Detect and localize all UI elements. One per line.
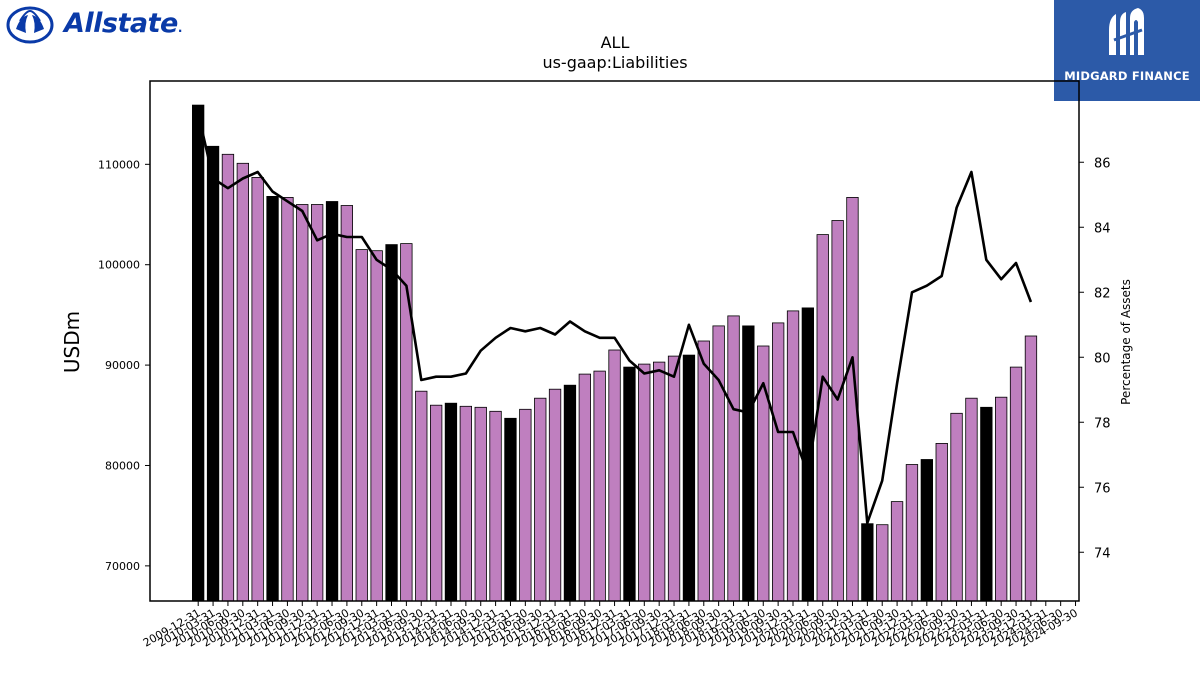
bar — [623, 366, 636, 602]
y-tick-label: 100000 — [98, 259, 140, 272]
bar — [772, 322, 785, 602]
bar — [310, 204, 324, 602]
bar — [548, 388, 562, 602]
bar — [980, 406, 993, 602]
allstate-hands-icon — [6, 6, 54, 44]
bar — [266, 195, 279, 602]
bar — [950, 412, 963, 602]
y-axis-label: USDm — [60, 311, 84, 373]
allstate-wordmark: Allstate. — [64, 8, 182, 39]
bar — [429, 404, 443, 602]
bar — [727, 315, 740, 602]
bar — [935, 442, 948, 602]
bar — [816, 234, 829, 602]
bar — [191, 104, 205, 602]
y-tick-label: 80000 — [105, 459, 140, 472]
bar — [786, 310, 800, 602]
y2-tick-label: 78 — [1094, 416, 1111, 431]
chart-subtitle: us-gaap:Liabilities — [542, 53, 687, 72]
y-tick-label: 70000 — [105, 560, 140, 573]
y2-tick-label: 80 — [1094, 351, 1111, 366]
bar — [712, 325, 725, 602]
chart-title: ALL — [601, 33, 630, 52]
bar — [340, 205, 354, 602]
y-tick-label: 110000 — [98, 158, 140, 171]
y2-tick-label: 86 — [1094, 156, 1111, 171]
y-axis-ticks: 70000 80000 90000 100000 110000 — [98, 158, 150, 573]
percent-line-series — [196, 113, 1033, 525]
bar — [221, 153, 235, 602]
allstate-logo: Allstate. — [6, 5, 186, 45]
bar — [578, 373, 591, 602]
bar — [385, 244, 398, 602]
bar — [504, 417, 517, 602]
y2-axis-ticks: 74 76 78 80 82 84 86 — [1079, 156, 1111, 561]
bar — [593, 370, 606, 602]
bar — [415, 390, 428, 602]
percent-of-assets-line — [196, 113, 1033, 525]
bar — [890, 501, 904, 602]
midgard-emblem-icon — [1109, 8, 1144, 55]
bar — [697, 340, 710, 602]
bar — [489, 410, 502, 602]
bar — [355, 249, 368, 602]
bar — [667, 355, 681, 602]
bar — [370, 250, 383, 602]
bar — [534, 397, 547, 602]
bar — [459, 405, 473, 602]
bar — [563, 384, 577, 602]
bar — [236, 162, 250, 602]
bar — [608, 349, 621, 602]
bar — [638, 363, 651, 602]
y2-tick-label: 84 — [1094, 221, 1111, 236]
midgard-finance-logo: MIDGARD FINANCE — [1054, 0, 1200, 101]
bar — [653, 361, 666, 602]
bar — [1009, 366, 1023, 602]
midgard-wordmark: MIDGARD FINANCE — [1064, 69, 1190, 83]
bar-series — [191, 104, 1038, 602]
bar — [861, 523, 874, 602]
y2-tick-label: 74 — [1094, 546, 1111, 561]
bar — [1024, 335, 1038, 602]
bar — [920, 459, 933, 602]
bar — [965, 397, 978, 602]
bar — [995, 396, 1008, 602]
y-tick-label: 90000 — [105, 359, 140, 372]
bar — [742, 325, 755, 602]
bar — [682, 354, 696, 602]
bar — [474, 406, 487, 602]
bar — [400, 243, 413, 602]
bar — [251, 176, 264, 602]
bar — [325, 201, 339, 602]
y2-tick-label: 76 — [1094, 481, 1111, 496]
x-axis-ticks: 2009-12-312010-03-312010-06-302010-09-30… — [141, 601, 1080, 650]
bar — [831, 220, 844, 602]
bar — [905, 464, 919, 602]
bar — [876, 524, 889, 602]
bar — [444, 402, 458, 602]
bar — [281, 196, 294, 602]
bar — [519, 408, 532, 602]
bar — [206, 145, 220, 602]
bar — [296, 204, 309, 602]
y2-axis-label: Percentage of Assets — [1119, 279, 1133, 405]
plot-frame — [149, 80, 1080, 602]
y2-tick-label: 82 — [1094, 286, 1111, 301]
